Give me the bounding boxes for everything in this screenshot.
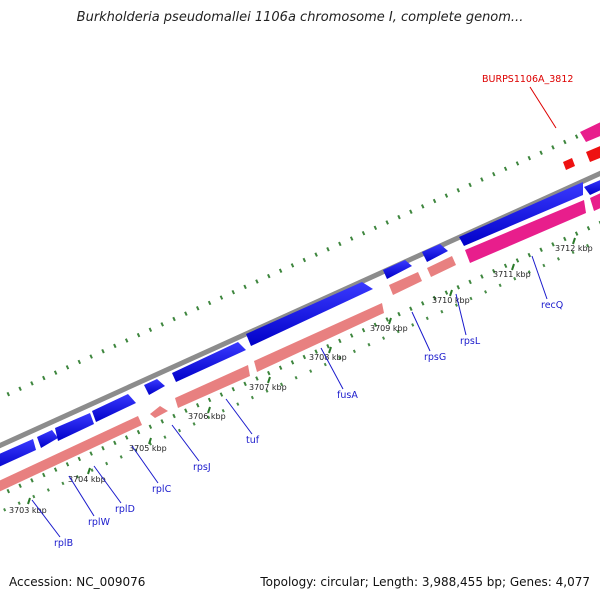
kbp-label: 3711 kbp xyxy=(493,270,531,279)
kbp-label: 3709 kbp xyxy=(370,324,408,333)
forward-gene[interactable] xyxy=(0,439,36,471)
kbp-tick xyxy=(449,289,453,297)
gene-label[interactable]: recQ xyxy=(541,300,563,311)
forward-gene[interactable] xyxy=(459,182,583,246)
reverse-gene[interactable] xyxy=(389,272,422,295)
kbp-tick xyxy=(87,467,91,475)
kbp-tick xyxy=(267,376,271,384)
kbp-tick xyxy=(572,237,576,245)
gene-label-leader xyxy=(93,465,122,504)
gene-label[interactable]: rplB xyxy=(54,538,73,549)
map-title: Burkholderia pseudomallei 1106a chromoso… xyxy=(76,10,524,25)
gene-label-leader xyxy=(68,475,95,517)
reverse-gene[interactable] xyxy=(175,365,250,408)
reverse-gene-track xyxy=(0,256,456,496)
reverse-gene[interactable] xyxy=(0,416,142,496)
kbp-label: 3712 kbp xyxy=(555,244,593,253)
reverse-gene[interactable] xyxy=(150,406,168,418)
gene-label[interactable]: fusA xyxy=(337,390,358,401)
kbp-tick xyxy=(511,263,515,271)
kbp-label: 3705 kbp xyxy=(129,444,167,453)
kbp-label: 3710 kbp xyxy=(432,296,470,305)
gene-label-leader xyxy=(531,255,548,300)
gene-label[interactable]: rpsJ xyxy=(193,462,211,473)
forward-gene-track xyxy=(0,178,600,471)
gene-label[interactable]: rplW xyxy=(88,517,111,528)
gene-label[interactable]: tuf xyxy=(246,435,260,446)
highlight-gene-arrow[interactable] xyxy=(563,158,575,170)
highlight-gene-label[interactable]: BURPS1106A_3812 xyxy=(482,74,573,85)
kbp-tick xyxy=(328,346,332,354)
forward-gene[interactable] xyxy=(584,178,600,195)
gene-label-leader xyxy=(225,398,253,435)
kbp-labels: 3703 kbp 3704 kbp 3705 kbp 3706 kbp 3707 kbp… xyxy=(9,237,593,515)
reverse-gene[interactable] xyxy=(254,303,384,372)
kbp-label: 3707 kbp xyxy=(249,383,287,392)
pink-gene-track xyxy=(465,191,600,263)
kbp-tick xyxy=(148,437,152,445)
forward-gene[interactable] xyxy=(92,394,136,422)
chromosome-backbone xyxy=(0,170,600,449)
forward-gene[interactable] xyxy=(246,282,373,346)
pink-gene[interactable] xyxy=(465,200,586,263)
gene-label[interactable]: rpsL xyxy=(460,336,481,347)
kbp-label: 3704 kbp xyxy=(68,475,106,484)
gene-label-leader xyxy=(31,499,61,538)
kbp-label: 3708 kbp xyxy=(309,353,347,362)
accession-text: Accession: NC_009076 xyxy=(9,575,146,589)
forward-gene[interactable] xyxy=(172,342,246,382)
pink-gene-top[interactable] xyxy=(580,120,600,142)
kbp-label: 3706 kbp xyxy=(188,412,226,421)
highlight-gene-bar[interactable] xyxy=(586,144,600,162)
gene-label-leader xyxy=(131,445,159,484)
forward-gene[interactable] xyxy=(383,260,412,279)
forward-gene[interactable] xyxy=(144,379,165,395)
kbp-tick xyxy=(27,497,31,505)
outer-tick-ruler xyxy=(0,123,600,401)
gene-label-leader xyxy=(455,293,467,336)
kbp-tick xyxy=(388,317,392,325)
kbp-label: 3703 kbp xyxy=(9,506,47,515)
pink-gene[interactable] xyxy=(590,191,600,211)
gene-label-leader xyxy=(171,424,200,462)
gene-label-leader xyxy=(320,347,344,390)
forward-gene[interactable] xyxy=(55,413,94,441)
gene-label[interactable]: rpsG xyxy=(424,352,446,363)
highlight-label-leader xyxy=(529,86,557,129)
genome-summary-text: Topology: circular; Length: 3,988,455 bp… xyxy=(260,575,590,589)
forward-gene[interactable] xyxy=(37,430,58,448)
gene-label[interactable]: rplC xyxy=(152,484,172,495)
reverse-gene[interactable] xyxy=(427,256,456,277)
gene-label[interactable]: rplD xyxy=(115,504,135,515)
gene-label-leader xyxy=(411,311,431,352)
gene-labels: rplB rplW rplD rplC rpsJ tuf fusA rpsG rpsL recQ xyxy=(31,255,563,549)
kbp-tick xyxy=(207,406,211,414)
forward-gene[interactable] xyxy=(422,244,448,262)
